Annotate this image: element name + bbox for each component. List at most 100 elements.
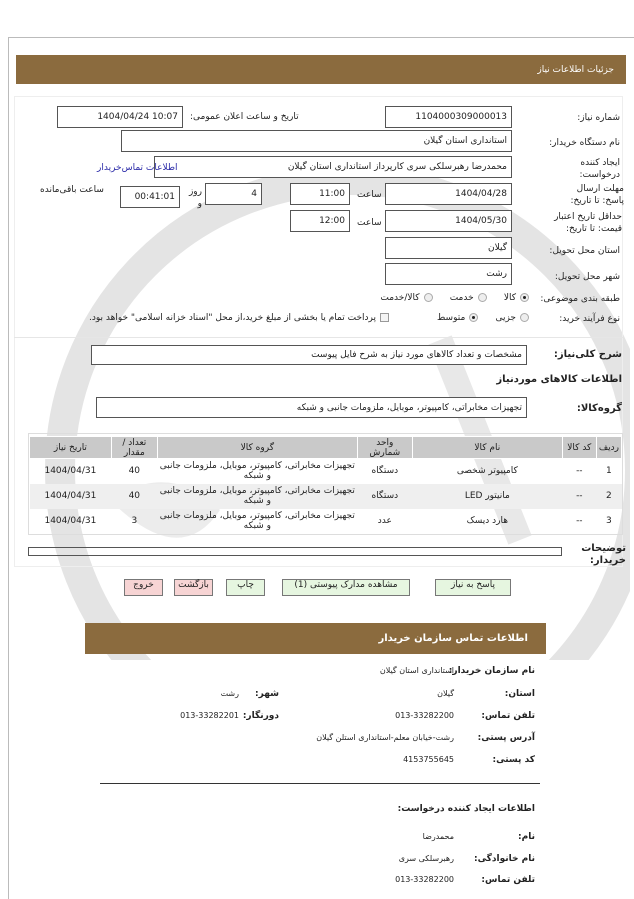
cell-code: -- [562,483,597,509]
col-code: کد کالا [561,436,597,459]
contact-title: اطلاعات تماس سازمان خریدار [378,633,528,644]
reply-button[interactable]: پاسخ به نیاز [435,579,511,596]
buyer-notes-field[interactable] [28,547,562,556]
phone-label: تلفن تماس: [481,711,535,721]
cell-row: 2 [596,483,622,509]
col-row: ردیف [595,436,623,459]
checkbox-icon [380,313,389,322]
fax-value: 013-33282201 [180,711,239,720]
process-radio-medium[interactable]: متوسط [437,313,479,323]
view-attachments-button[interactable]: مشاهده مدارک پیوستی (1) [282,579,410,596]
form-panel [14,96,623,567]
radio-icon [520,313,529,322]
category-radio-both[interactable]: کالا/خدمت [380,293,433,303]
table-row[interactable]: 3 -- هارد دیسک عدد تجهیزات مخابراتی، کامپیوت… [30,509,622,534]
category-label: طبقه بندی موضوعی: [540,294,620,304]
radio-icon [469,313,479,322]
city-label: شهر محل تحویل: [554,272,620,282]
announce-field[interactable]: 1404/04/24 10:07 [57,106,183,128]
cell-name: مانیتور LED [412,483,563,509]
remaining-time-field: 00:41:01 [120,186,180,208]
family-value: رهبرسلکی سری [398,854,454,863]
announce-label: تاریخ و ساعت اعلان عمومی: [190,112,299,122]
buyer-org-label: نام دستگاه خریدار: [549,138,620,148]
validity-time-field[interactable]: 12:00 [290,210,350,232]
buyer-org-field[interactable]: استانداری استان گیلان [121,130,512,152]
need-number-label: شماره نیاز: [577,113,620,123]
page-border-left [8,37,9,899]
col-unit: واحد شمارش [356,436,413,459]
cell-code: -- [576,516,583,526]
org-value: استانداری استان گیلان [379,666,454,675]
province-contact-value: گیلان [437,689,454,698]
category-radio-goods[interactable]: کالا [504,293,529,303]
table-row[interactable]: 1 -- کامپیوتر شخصی دستگاه تجهیزات مخابراتی، … [30,459,622,484]
page-title: جزئیات اطلاعات نیاز [537,64,614,75]
buyer-contact-link[interactable]: اطلاعات تماس‌خریدار [97,163,178,173]
radio-icon [477,293,487,302]
table-row[interactable]: 2 -- مانیتور LED دستگاه تجهیزات مخابراتی، کا… [29,483,622,509]
page-border-top [8,37,634,38]
address-label: آدرس پستی: [477,733,535,743]
city-contact-value: رشت [220,689,239,698]
table-header-row: ردیف کد کالا نام کالا واحد شمارش گروه کا… [29,436,623,459]
cell-unit: عدد [377,516,392,526]
city-field[interactable]: رشت [385,263,512,285]
goods-group-field[interactable]: تجهیزات مخابراتی، کامپیوتر، موبایل، ملزو… [96,397,527,418]
deadline-time-label: ساعت [357,190,382,200]
creator-phone-label: تلفن تماس: [481,875,535,885]
description-field[interactable]: مشخصات و تعداد کالاهای مورد نیاز به شرح … [91,345,527,365]
validity-date-field[interactable]: 1404/05/30 [385,210,512,232]
days-field[interactable]: 4 [205,183,262,205]
cell-name: هارد دیسک [466,516,508,526]
process-label: نوع فرآیند خرید: [559,314,620,324]
category-radio-group: کالا خدمت کالا/خدمت [380,293,529,303]
postal-label: کد پستی: [492,755,535,765]
col-name: نام کالا [411,436,563,459]
deadline-time-field[interactable]: 11:00 [290,183,350,205]
name-label: نام: [518,832,535,842]
org-label: نام سازمان خریدار: [448,666,535,676]
goods-table: ردیف کد کالا نام کالا واحد شمارش گروه کا… [29,436,623,534]
radio-label: متوسط [437,313,466,323]
remaining-label: ساعت باقی‌مانده [40,185,104,195]
cell-group: تجهیزات مخابراتی، کامپیوتر، موبایل، ملزو… [157,483,358,509]
radio-label: جزیی [495,313,516,323]
treasury-checkbox[interactable]: پرداخت تمام یا بخشی از مبلغ خرید،از محل … [89,313,389,323]
buyer-notes-label: توضیحات خریدار: [581,543,626,566]
province-label: استان محل تحویل: [549,246,620,256]
cell-date: 1404/04/31 [29,483,112,509]
cell-group: تجهیزات مخابراتی، کامپیوتر، موبایل، ملزو… [159,461,355,482]
cell-qty: 3 [131,516,138,526]
creator-label: ایجاد کننده درخواست: [579,158,620,180]
exit-button[interactable]: خروج [124,579,163,596]
need-number-field[interactable]: 1104000309000013 [385,106,512,128]
deadline-date-field[interactable]: 1404/04/28 [385,183,512,205]
divider [14,337,623,338]
radio-label: کالا/خدمت [380,293,420,303]
cell-unit: دستگاه [371,466,399,477]
contact-divider [100,783,540,784]
page-header: جزئیات اطلاعات نیاز [16,55,626,84]
col-date: تاریخ نیاز [29,436,112,459]
print-button[interactable]: چاپ [226,579,265,596]
deadline-label: مهلت ارسال پاسخ: تا تاریخ: [570,184,624,206]
creator-phone-value: 013-33282200 [395,875,454,884]
creator-field[interactable]: محمدرضا رهبرسلکی سری کارپرداز استانداری … [154,156,512,178]
validity-time-label: ساعت [357,218,382,228]
family-label: نام خانوادگی: [473,854,535,864]
col-qty: تعداد / مقدار [110,436,158,459]
cell-qty: 40 [111,483,158,509]
process-radio-group: جزیی متوسط [437,313,529,323]
goods-section-title: اطلاعات کالاهای موردنیاز [496,374,622,385]
category-radio-service[interactable]: خدمت [450,293,487,303]
name-value: محمدرضا [422,832,454,841]
radio-label: کالا [503,293,516,303]
back-button[interactable]: بازگشت [174,579,213,596]
province-contact-label: استان: [504,689,535,699]
city-contact-label: شهر: [255,689,279,699]
cell-date: 1404/04/31 [44,466,97,477]
col-group: گروه کالا [156,436,358,459]
process-radio-minor[interactable]: جزیی [495,313,529,323]
province-field[interactable]: گیلان [385,237,512,259]
